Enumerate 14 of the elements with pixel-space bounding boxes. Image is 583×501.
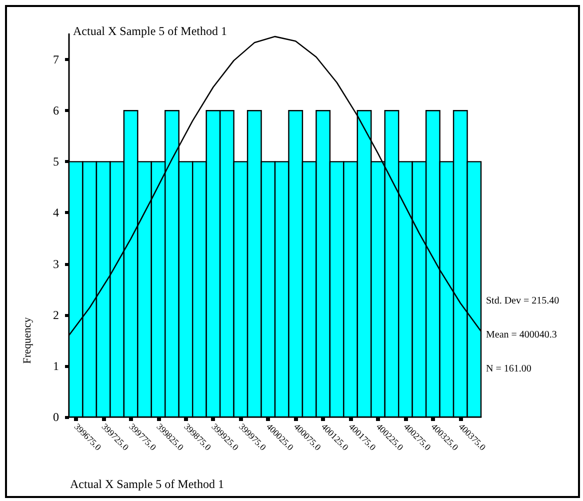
text: Mean = 400040.3 [486,330,557,340]
y-tick-label: 4 [53,206,59,220]
y-tick-label: 6 [53,104,59,118]
y-tick-label: 0 [53,410,59,424]
text: N = 161.00 [486,364,532,374]
y-tick-label: 2 [53,308,59,322]
text: Std. Dev = 215.40 [486,296,560,306]
y-tick-label: 5 [53,154,59,169]
y-axis-title: Frequency [22,316,34,364]
y-tick-label: 3 [53,256,59,271]
y-tick-label: 7 [53,52,59,67]
text: Actual X Sample 5 of Method 1 [70,477,224,491]
y-tick-label: 1 [53,358,59,373]
chart-title: Actual X Sample 5 of Method 1 [73,24,227,38]
